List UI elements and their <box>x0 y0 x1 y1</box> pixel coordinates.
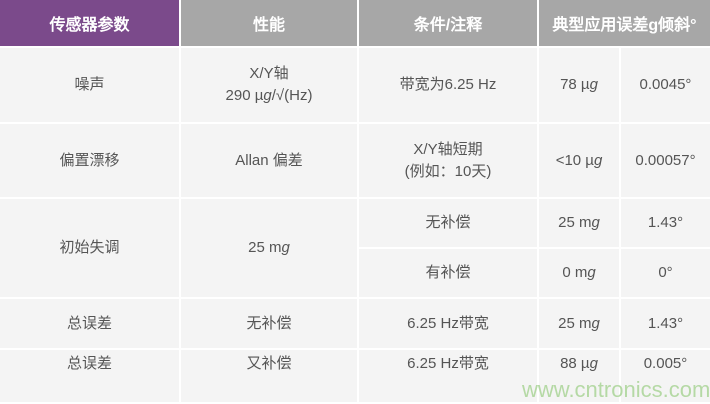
error-cell: 78 µg <box>539 48 619 122</box>
perf-unit: g <box>281 239 290 256</box>
perf-cell: 无补偿 <box>181 299 357 348</box>
perf-cell: Allan 偏差 <box>181 124 357 197</box>
cond-cell: X/Y轴短期 (例如：10天) <box>359 124 537 197</box>
error-value: <10 µ <box>555 151 594 169</box>
error-unit: g <box>589 355 598 372</box>
error-unit: g <box>589 76 598 93</box>
table-row: 噪声 X/Y轴 290 µg/√(Hz) 带宽为6.25 Hz 78 µg 0.0… <box>0 48 710 122</box>
error-value: 78 µ <box>560 76 590 93</box>
param-cell: 初始失调 <box>0 199 179 297</box>
cond-cell: 有补偿 <box>359 249 537 297</box>
perf-line: 290 µg/√(Hz) <box>181 85 357 107</box>
error-cell: <10 µg <box>539 124 619 197</box>
error-value: 88 µ <box>560 355 590 372</box>
cond-cell: 6.25 Hz带宽 <box>359 350 537 402</box>
error-value: 25 m <box>558 314 592 332</box>
param-cell: 偏置漂移 <box>0 124 179 197</box>
perf-value: 290 µ <box>225 87 264 104</box>
watermark: www.cntronics.com <box>522 377 710 402</box>
header-perf: 性能 <box>181 0 357 46</box>
param-cell: 噪声 <box>0 48 179 122</box>
error-unit: g <box>587 264 596 281</box>
tilt-cell: 0.0045° <box>621 48 710 122</box>
error-unit: g <box>591 314 600 332</box>
table-row: 总误差 又补偿 6.25 Hz带宽 88 µg 0.005° <box>0 350 710 402</box>
error-unit: g <box>593 151 603 169</box>
perf-unit: g <box>263 87 272 104</box>
table-row: 有补偿 0 mg 0° <box>0 249 710 297</box>
header-param: 传感器参数 <box>0 0 179 46</box>
perf-cell: X/Y轴 290 µg/√(Hz) <box>181 48 357 122</box>
tilt-cell: 0° <box>621 249 710 297</box>
param-cell: 总误差 <box>0 350 179 402</box>
tilt-cell: 0.005° <box>621 350 710 402</box>
tilt-cell: 0.00057° <box>621 124 710 197</box>
param-cell: 总误差 <box>0 299 179 348</box>
error-cell: 25 mg <box>539 199 619 247</box>
error-value: 25 m <box>558 214 592 231</box>
error-value: 0 m <box>562 264 588 281</box>
error-cell: 0 mg <box>539 249 619 297</box>
tilt-cell: 1.43° <box>621 299 710 348</box>
cond-cell: 6.25 Hz带宽 <box>359 299 537 348</box>
cond-line: (例如：10天) <box>404 162 492 180</box>
table-row: 偏置漂移 Allan 偏差 X/Y轴短期 (例如：10天) <10 µg 0.00… <box>0 124 710 197</box>
cond-cell: 无补偿 <box>359 199 537 247</box>
header-error: 典型应用误差g倾斜° <box>539 0 710 46</box>
perf-cell: 又补偿 <box>181 350 357 402</box>
perf-suffix: /√(Hz) <box>271 87 313 104</box>
cond-line: X/Y轴短期 <box>413 140 483 158</box>
table-row: 初始失调 25 mg 无补偿 25 mg 1.43° <box>0 199 710 297</box>
perf-value: 25 m <box>248 239 282 256</box>
perf-line: X/Y轴 <box>249 65 289 82</box>
table-row: 总误差 无补偿 6.25 Hz带宽 25 mg 1.43° <box>0 299 710 348</box>
perf-cell: 25 mg <box>181 199 357 297</box>
header-row: 传感器参数 性能 条件/注释 典型应用误差g倾斜° <box>0 0 710 46</box>
cond-cell: 带宽为6.25 Hz <box>359 48 537 122</box>
tilt-cell: 1.43° <box>621 199 710 247</box>
header-cond: 条件/注释 <box>359 0 537 46</box>
error-unit: g <box>591 214 600 231</box>
error-cell: 88 µg <box>539 350 619 402</box>
error-cell: 25 mg <box>539 299 619 348</box>
